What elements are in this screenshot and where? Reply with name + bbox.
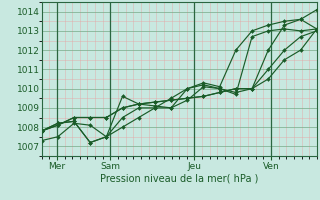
- X-axis label: Pression niveau de la mer( hPa ): Pression niveau de la mer( hPa ): [100, 173, 258, 183]
